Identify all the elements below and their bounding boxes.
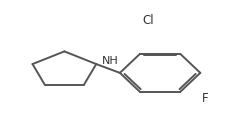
Text: Cl: Cl — [143, 14, 154, 27]
Text: NH: NH — [102, 56, 119, 66]
Text: F: F — [202, 92, 209, 105]
